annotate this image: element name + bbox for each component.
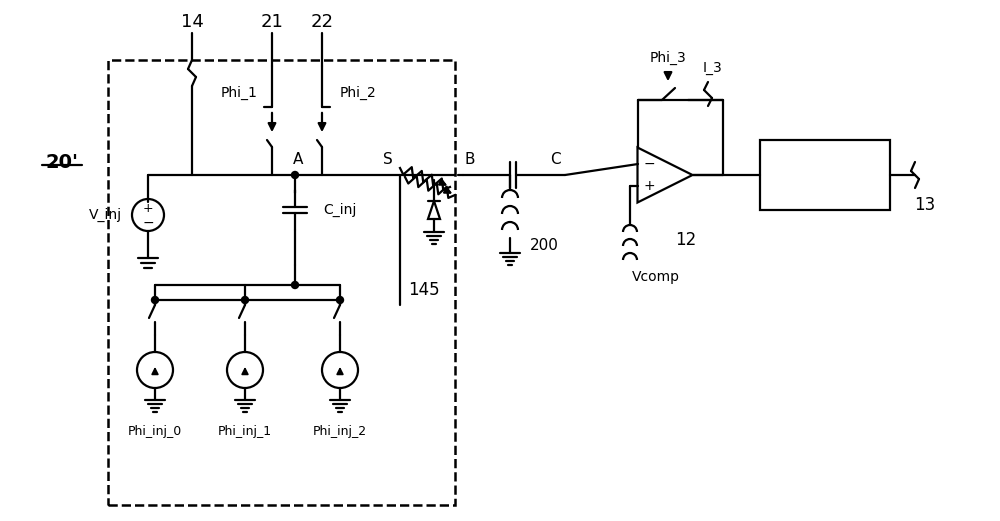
Text: 20': 20'	[46, 153, 78, 171]
Circle shape	[292, 171, 298, 179]
Text: Phi_inj_1: Phi_inj_1	[218, 426, 272, 439]
Text: 21: 21	[261, 13, 283, 31]
Text: −: −	[644, 157, 655, 171]
Circle shape	[336, 296, 344, 304]
Circle shape	[292, 281, 298, 289]
Text: 12: 12	[675, 231, 696, 249]
Text: −: −	[142, 216, 154, 230]
Text: 200: 200	[530, 238, 559, 253]
Bar	[760, 140, 890, 210]
Circle shape	[242, 296, 248, 304]
Text: C_inj: C_inj	[323, 203, 356, 217]
Text: Phi_2: Phi_2	[340, 86, 377, 100]
Text: V_inj: V_inj	[89, 208, 122, 222]
Polygon shape	[428, 201, 440, 219]
Text: Phi_3: Phi_3	[650, 51, 686, 65]
Text: A: A	[293, 152, 303, 167]
Text: Vcomp: Vcomp	[632, 270, 680, 284]
Text: S: S	[383, 152, 393, 167]
Text: 22: 22	[310, 13, 334, 31]
Circle shape	[152, 296, 158, 304]
Text: Phi_inj_2: Phi_inj_2	[313, 426, 367, 439]
Text: 13: 13	[914, 196, 936, 214]
Text: C: C	[550, 152, 560, 167]
Text: +: +	[143, 202, 153, 215]
Text: +: +	[644, 179, 655, 193]
Text: B: B	[465, 152, 475, 167]
Text: 14: 14	[181, 13, 203, 31]
Bar	[108, 60, 455, 505]
Text: 145: 145	[408, 281, 440, 299]
Text: Phi_inj_0: Phi_inj_0	[128, 426, 182, 439]
Text: Phi_1: Phi_1	[221, 86, 258, 100]
Text: I_3: I_3	[703, 61, 723, 75]
